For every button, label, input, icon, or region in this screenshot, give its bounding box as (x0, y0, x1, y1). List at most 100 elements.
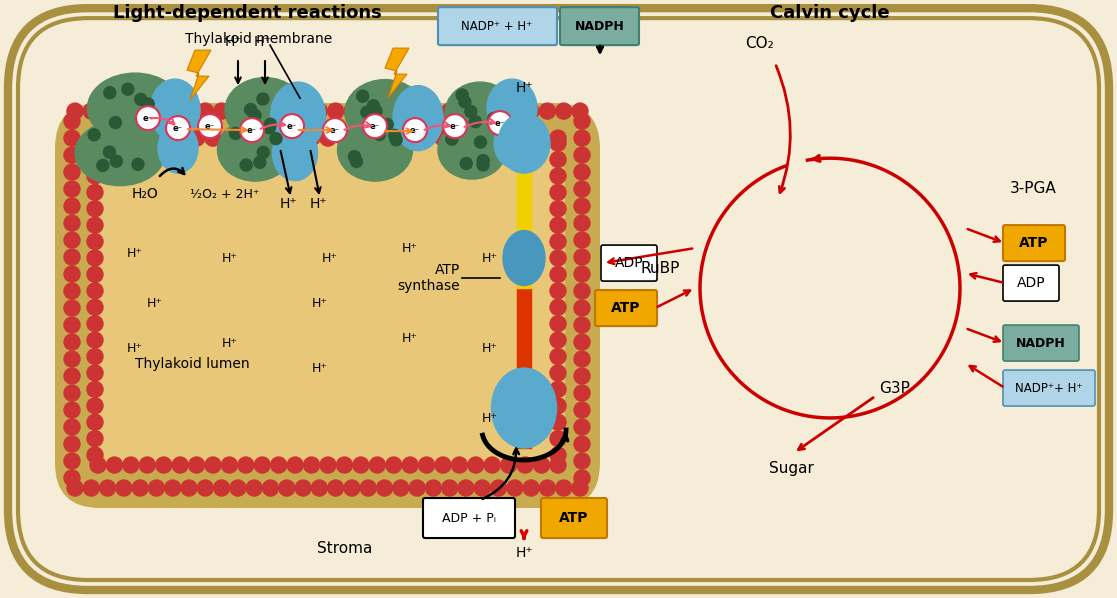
Circle shape (353, 130, 369, 146)
Circle shape (155, 457, 172, 473)
Circle shape (181, 480, 197, 496)
Circle shape (327, 103, 344, 119)
Text: ATP: ATP (560, 511, 589, 525)
Circle shape (550, 447, 566, 463)
Text: H⁺: H⁺ (254, 35, 270, 49)
Text: H⁺: H⁺ (322, 252, 338, 264)
Bar (517, 288, 531, 448)
Circle shape (475, 136, 486, 148)
Circle shape (485, 457, 500, 473)
Ellipse shape (393, 86, 443, 151)
Ellipse shape (445, 82, 515, 144)
Circle shape (351, 155, 363, 167)
Circle shape (90, 130, 106, 146)
Circle shape (240, 118, 264, 142)
Circle shape (64, 198, 80, 214)
Text: H⁺: H⁺ (402, 331, 418, 344)
Ellipse shape (503, 231, 545, 286)
Text: RuBP: RuBP (640, 261, 679, 276)
Circle shape (446, 133, 458, 145)
Circle shape (441, 103, 458, 119)
Circle shape (166, 116, 190, 140)
Circle shape (376, 480, 392, 496)
Circle shape (64, 130, 80, 146)
Circle shape (574, 266, 590, 282)
Circle shape (245, 103, 257, 115)
Circle shape (132, 158, 144, 170)
FancyBboxPatch shape (423, 498, 515, 538)
Circle shape (87, 151, 103, 167)
Circle shape (206, 457, 221, 473)
Text: NADP⁺ + H⁺: NADP⁺ + H⁺ (461, 20, 533, 33)
Circle shape (87, 299, 103, 315)
Circle shape (123, 130, 139, 146)
Circle shape (475, 480, 490, 496)
Circle shape (550, 184, 566, 200)
Circle shape (574, 419, 590, 435)
Circle shape (490, 103, 506, 119)
Circle shape (64, 436, 80, 452)
Circle shape (181, 103, 197, 119)
Text: H⁺: H⁺ (483, 411, 498, 425)
Text: H⁺: H⁺ (309, 197, 327, 211)
Circle shape (87, 398, 103, 414)
Text: Sugar: Sugar (768, 460, 813, 475)
Text: H⁺: H⁺ (127, 341, 143, 355)
Circle shape (270, 457, 287, 473)
Circle shape (106, 457, 123, 473)
Circle shape (295, 103, 311, 119)
Circle shape (64, 147, 80, 163)
Circle shape (67, 103, 83, 119)
Text: ATP
synthase: ATP synthase (398, 263, 460, 293)
Circle shape (451, 130, 467, 146)
Circle shape (419, 130, 435, 146)
Circle shape (87, 135, 103, 151)
Circle shape (550, 316, 566, 332)
Text: e⁻: e⁻ (410, 126, 420, 135)
Bar (517, 133, 531, 448)
Text: H⁺: H⁺ (402, 242, 418, 255)
Circle shape (550, 431, 566, 447)
Circle shape (90, 457, 106, 473)
Circle shape (64, 453, 80, 469)
Circle shape (64, 402, 80, 418)
Circle shape (262, 480, 278, 496)
Circle shape (87, 184, 103, 200)
Ellipse shape (273, 126, 317, 181)
Circle shape (550, 234, 566, 249)
Circle shape (574, 232, 590, 248)
Circle shape (64, 164, 80, 180)
Circle shape (172, 457, 188, 473)
Circle shape (517, 130, 533, 146)
FancyBboxPatch shape (55, 103, 600, 508)
Circle shape (468, 457, 484, 473)
Circle shape (353, 457, 369, 473)
Circle shape (550, 365, 566, 381)
Circle shape (534, 130, 550, 146)
Circle shape (279, 480, 295, 496)
Circle shape (97, 160, 108, 172)
Circle shape (64, 249, 80, 265)
Circle shape (116, 103, 132, 119)
Circle shape (574, 181, 590, 197)
Circle shape (87, 250, 103, 266)
Ellipse shape (491, 368, 556, 448)
Text: G3P: G3P (879, 380, 910, 395)
Circle shape (574, 249, 590, 265)
Circle shape (574, 470, 590, 486)
Circle shape (344, 103, 360, 119)
Circle shape (488, 111, 512, 135)
Circle shape (172, 130, 188, 146)
Circle shape (344, 480, 360, 496)
Circle shape (257, 93, 269, 105)
Circle shape (149, 103, 164, 119)
Circle shape (500, 457, 517, 473)
Ellipse shape (487, 79, 537, 137)
Text: NADP⁺+ H⁺: NADP⁺+ H⁺ (1015, 382, 1082, 395)
Circle shape (319, 457, 336, 473)
Circle shape (64, 113, 80, 129)
Circle shape (550, 398, 566, 414)
Circle shape (279, 103, 295, 119)
Circle shape (507, 480, 523, 496)
Circle shape (264, 122, 276, 134)
